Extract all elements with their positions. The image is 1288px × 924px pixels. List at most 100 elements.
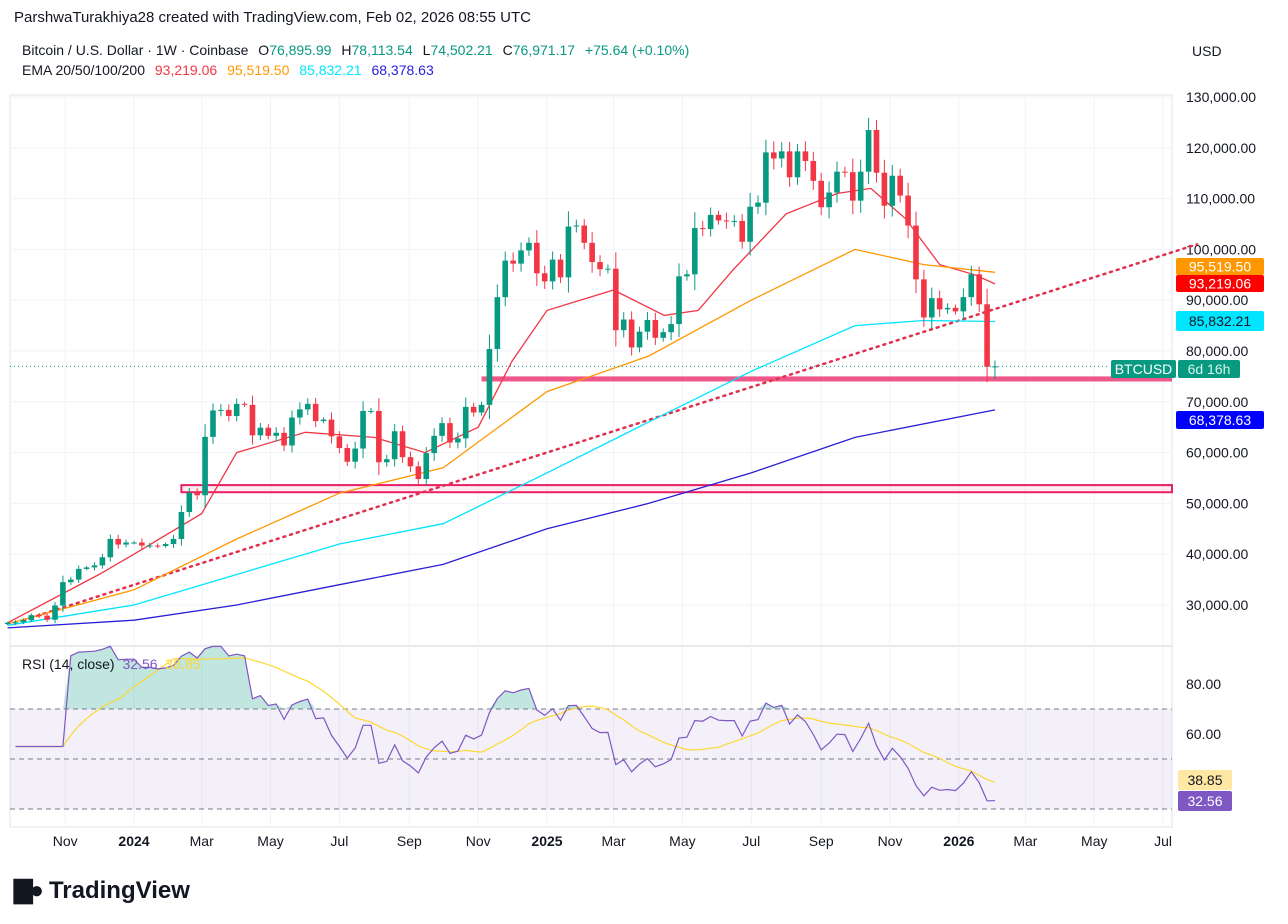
candle-body: [131, 542, 137, 544]
candle-body: [52, 605, 58, 620]
candle-body: [826, 192, 832, 208]
candle-body: [12, 622, 19, 624]
time-tick-label: Mar: [602, 833, 626, 849]
candle-body: [589, 242, 595, 263]
time-tick-label: Jul: [742, 833, 760, 849]
candle-body: [541, 273, 548, 282]
candle-body: [636, 331, 643, 348]
candle-body: [818, 180, 824, 208]
candle-body: [510, 260, 516, 264]
candle-body: [944, 307, 951, 310]
candle-body: [913, 225, 919, 280]
candle-body: [534, 242, 540, 274]
candle-body: [613, 268, 619, 331]
rsi-value: 32.56: [122, 656, 158, 672]
time-tick-label: Jul: [1154, 833, 1172, 849]
candle-body: [771, 152, 777, 159]
ema-label[interactable]: EMA 20/50/100/200: [22, 62, 145, 78]
candle-body: [857, 171, 864, 201]
ema20-badge: [1176, 275, 1264, 292]
candle-body: [549, 259, 556, 282]
candle-body: [707, 214, 714, 230]
candle-body: [628, 319, 635, 348]
candle-body: [755, 202, 761, 207]
candle-body: [968, 274, 975, 298]
candle-body: [439, 423, 445, 436]
ema200-badge-text: 68,378.63: [1189, 412, 1251, 428]
candle-body: [210, 410, 216, 437]
rsi-ma-badge: [1178, 770, 1232, 790]
plot-frame: [9, 94, 1173, 828]
candle-body: [225, 409, 232, 417]
candle-body: [810, 161, 817, 181]
price-tick-label: 110,000.00: [1186, 191, 1255, 207]
ema100-badge-text: 85,832.21: [1189, 313, 1251, 329]
candle-body: [218, 409, 224, 411]
candle-body: [763, 152, 769, 203]
price-tick-label: 60,000.00: [1186, 445, 1248, 461]
change-value: +75.64 (+0.10%): [584, 42, 690, 58]
price-tick-label: 100,000.00: [1186, 241, 1256, 257]
price-tick-label: 30,000.00: [1186, 597, 1248, 613]
symbol-name[interactable]: Bitcoin / U.S. Dollar · 1W · Coinbase: [22, 42, 249, 58]
candle-body: [186, 492, 193, 513]
tradingview-logo[interactable]: ▇● TradingView: [14, 876, 190, 905]
candle-body: [660, 332, 667, 338]
candle-body: [99, 557, 106, 566]
candle-body: [139, 542, 145, 546]
candle-body: [620, 319, 627, 331]
candle-body: [518, 250, 524, 264]
candle-body: [873, 130, 880, 173]
ema100-line: [7, 319, 996, 626]
candle-body: [28, 615, 35, 621]
candle-body: [960, 297, 967, 312]
rsi-badge: [1178, 791, 1232, 811]
candle-body: [44, 615, 50, 620]
candle-body: [644, 320, 651, 332]
rsi-badge-text: 32.56: [1187, 793, 1222, 809]
candle-body: [692, 228, 698, 275]
candle-body: [407, 457, 414, 467]
candle-body: [162, 544, 169, 547]
candle-body: [897, 175, 903, 196]
ticker-badge: [1111, 360, 1176, 378]
time-tick-label: May: [669, 833, 695, 849]
countdown-badge-text: 6d 16h: [1188, 361, 1231, 377]
price-tick-label: 80,000.00: [1186, 343, 1248, 359]
candle-body: [376, 410, 382, 463]
ema100-value: 85,832.21: [299, 62, 362, 78]
time-tick-label: 2026: [943, 833, 974, 849]
candle-body: [320, 419, 327, 422]
candle-body: [312, 403, 319, 422]
currency-label[interactable]: USD: [1192, 43, 1222, 59]
candle-body: [36, 615, 43, 617]
candle-body: [304, 403, 311, 410]
price-tick-label: 50,000.00: [1186, 495, 1248, 511]
candle-body: [423, 453, 430, 480]
candle-body: [415, 466, 422, 480]
candle-body: [257, 427, 264, 436]
ema20-badge-text: 93,219.06: [1189, 276, 1251, 292]
rsi-label[interactable]: RSI (14, close): [22, 656, 115, 672]
candle-body: [241, 403, 248, 405]
candle-body: [399, 431, 406, 458]
candle-body: [75, 568, 82, 580]
ema50-badge-text: 95,519.50: [1189, 259, 1251, 275]
candle-body: [68, 579, 74, 583]
candle-body: [194, 492, 200, 496]
candle-body: [905, 195, 911, 226]
candle-body: [115, 538, 122, 545]
candle-body: [360, 410, 366, 449]
price-tick-label: 70,000.00: [1186, 394, 1248, 410]
time-tick-label: May: [1081, 833, 1107, 849]
time-tick-label: Nov: [878, 833, 903, 849]
low-value: 74,502.21: [430, 42, 493, 58]
rsi-tick-label: 80.00: [1186, 676, 1221, 692]
ema-legend: EMA 20/50/100/200 93,219.06 95,519.50 85…: [22, 62, 440, 78]
candle-body: [470, 406, 477, 413]
time-tick-label: Nov: [53, 833, 78, 849]
close-label: C: [502, 42, 513, 58]
time-tick-label: Mar: [190, 833, 214, 849]
candle-body: [921, 279, 927, 318]
